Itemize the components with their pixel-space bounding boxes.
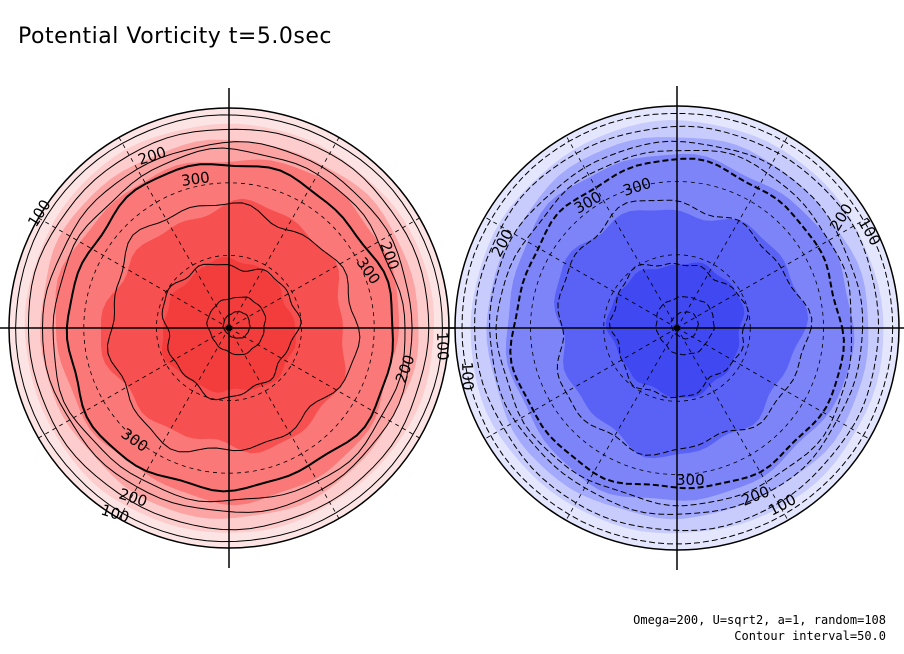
north-hemisphere-disk [0, 88, 461, 568]
contour-line [556, 199, 813, 456]
pole-marker [226, 325, 232, 331]
meridian-line [565, 327, 678, 521]
contour-line [655, 296, 715, 356]
contour-label: 300 [180, 168, 211, 190]
params-line-2: Contour interval=50.0 [734, 629, 886, 643]
meridian-line [676, 327, 870, 440]
contour-label: 300 [676, 471, 705, 489]
contour-line [222, 311, 251, 339]
contour-line [206, 296, 267, 356]
meridian-line [484, 327, 678, 440]
meridian-line [484, 216, 678, 329]
meridian-line [565, 135, 678, 329]
meridian-line [676, 216, 870, 329]
meridian-line [676, 327, 789, 521]
contour-label: 100 [458, 362, 477, 391]
south-hemisphere-disk [443, 86, 904, 570]
pole-marker [674, 325, 680, 331]
parameter-annotation: Omega=200, U=sqrt2, a=1, random=108 Cont… [633, 612, 886, 644]
meridian-line [676, 135, 789, 329]
contour-label: 100 [433, 332, 452, 361]
params-line-1: Omega=200, U=sqrt2, a=1, random=108 [633, 613, 886, 627]
chart-title: Potential Vorticity t=5.0sec [18, 24, 332, 49]
